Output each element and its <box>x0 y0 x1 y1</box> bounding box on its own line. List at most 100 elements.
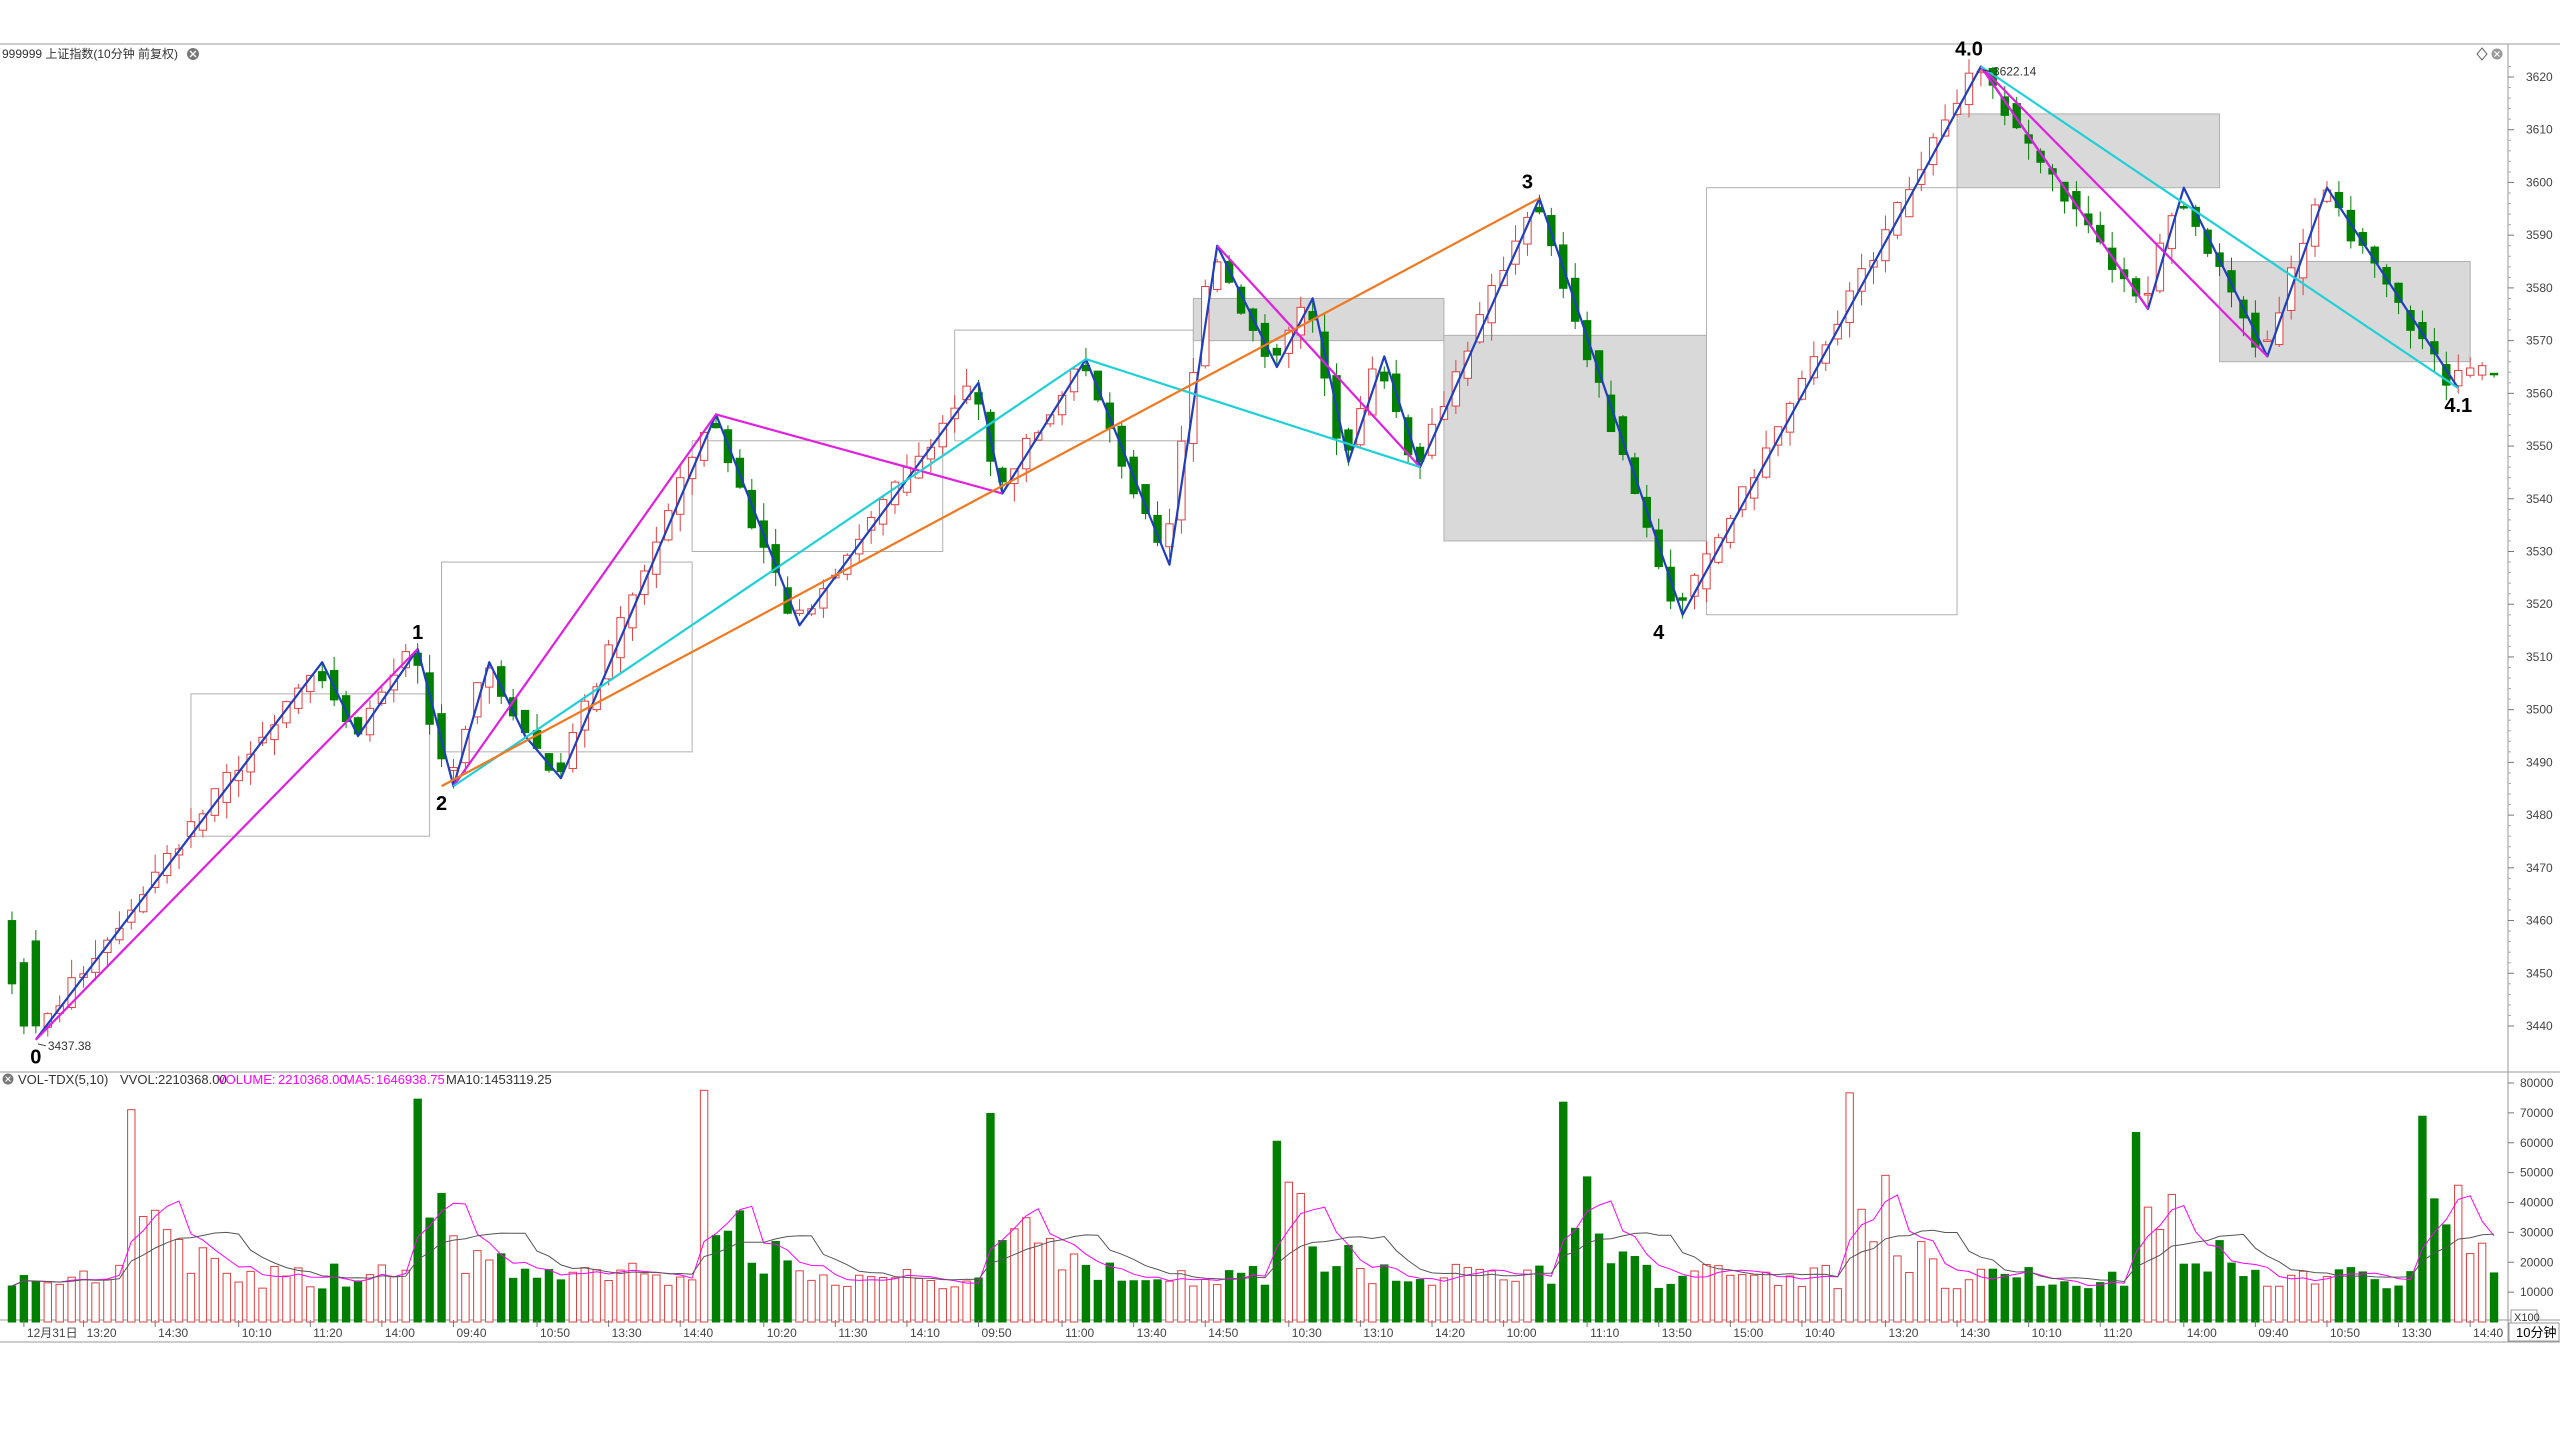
magenta-trend-line <box>35 648 419 1041</box>
volume-bar <box>2322 1276 2332 1323</box>
volume-bar <box>616 1269 625 1323</box>
volume-bar <box>1821 1264 1830 1323</box>
candle-body <box>1272 347 1282 356</box>
volume-bar <box>2251 1269 2260 1323</box>
volume-bar <box>664 1284 673 1323</box>
candle-body <box>2179 206 2188 209</box>
volume-bar <box>1690 1270 1699 1323</box>
price-tick-label: 3580 <box>2526 281 2553 295</box>
candle-body <box>198 813 208 831</box>
volume-bar <box>2215 1240 2224 1323</box>
close-icon[interactable] <box>187 48 199 60</box>
volume-bar <box>2442 1224 2451 1323</box>
candle-body <box>1284 329 1293 354</box>
volume-bar <box>1057 1269 1067 1323</box>
volume-axis: 10000 20000 30000 40000 50000 60000 70000 80000 <box>2508 1076 2554 1299</box>
wave-label: 0 <box>30 1047 41 1069</box>
price-label: 3622.14 <box>1993 65 2037 79</box>
period-button[interactable]: 10分钟 <box>2508 1322 2560 1342</box>
volume-bar <box>473 1250 482 1323</box>
volume-bar <box>1761 1271 1771 1323</box>
volume-bar <box>795 1270 804 1323</box>
volume-bar <box>1177 1270 1186 1323</box>
diamond-icon[interactable] <box>2476 47 2488 61</box>
time-tick-label: 13:30 <box>2402 1326 2432 1340</box>
vol-multiplier: X100 <box>2510 1309 2540 1325</box>
cyan-trend-line <box>452 358 1421 788</box>
volume-bar <box>914 1277 924 1323</box>
volume-bar <box>1654 1287 1663 1323</box>
volume-bar <box>389 1276 399 1323</box>
time-tick-label: 11:10 <box>1590 1326 1619 1340</box>
volume-tick-label: 10000 <box>2520 1285 2554 1299</box>
candle-body <box>365 707 375 736</box>
candle-body <box>2298 242 2308 279</box>
volume-bar <box>1356 1267 1365 1323</box>
candle-body <box>2167 215 2177 250</box>
volume-bar <box>1451 1263 1461 1323</box>
volume-bar <box>986 1112 995 1323</box>
volume-bar <box>2167 1193 2177 1323</box>
time-tick-label: 13:10 <box>1363 1326 1393 1340</box>
volume-bar <box>2394 1285 2403 1323</box>
price-tick-label: 3530 <box>2526 545 2553 559</box>
volume-bar <box>699 1089 709 1323</box>
volume-bar <box>1045 1237 1055 1323</box>
indicator-close-icon[interactable] <box>2 1073 14 1085</box>
time-tick-label: 11:20 <box>2103 1326 2132 1340</box>
price-labels: 3437.38 3622.14 <box>37 65 2037 1053</box>
candle-body <box>652 541 661 575</box>
candle-body <box>2358 232 2367 246</box>
time-tick-label: 14:00 <box>385 1326 415 1340</box>
candle-body <box>747 489 757 529</box>
volume-bar <box>1224 1270 1234 1323</box>
candle-body <box>1773 426 1783 446</box>
volume-bar <box>843 1285 852 1323</box>
volume-bar <box>2000 1273 2009 1323</box>
candle-body <box>2275 312 2284 346</box>
candle-body <box>1928 137 1938 166</box>
price-label: 3437.38 <box>48 1039 92 1053</box>
volume-bar <box>2191 1263 2200 1323</box>
volume-bar <box>1988 1268 1998 1323</box>
candle-body <box>1594 350 1604 383</box>
candle-body <box>1260 322 1270 357</box>
candle-body <box>2310 204 2320 247</box>
candle-body <box>1380 371 1389 382</box>
volume-bar <box>1344 1244 1353 1323</box>
time-tick-label: 10:00 <box>1507 1326 1537 1340</box>
volume-tick-label: 70000 <box>2520 1106 2554 1120</box>
vvol-value: 2210368.00 <box>158 1072 227 1087</box>
volume-bar <box>1213 1284 1222 1323</box>
volume-bar <box>43 1282 52 1323</box>
volume-bar <box>962 1280 971 1323</box>
volume-bar <box>628 1262 637 1323</box>
volume-bar <box>2275 1285 2284 1323</box>
volume-bar <box>31 1280 41 1323</box>
time-tick-label: 13:20 <box>1888 1326 1918 1340</box>
volume-bar <box>2143 1206 2153 1323</box>
volume-bar <box>437 1192 446 1323</box>
volume-bar <box>365 1274 375 1323</box>
volume-bar <box>19 1275 29 1323</box>
volume-bar <box>711 1235 721 1323</box>
volume-bar <box>341 1286 351 1323</box>
vol-multiplier-text: X100 <box>2514 1312 2540 1324</box>
candle-body <box>2465 367 2475 376</box>
volume-tick-label: 30000 <box>2520 1225 2554 1239</box>
zone-box <box>1443 334 1707 542</box>
volume-bar <box>234 1281 243 1323</box>
volume-bar <box>2048 1284 2057 1323</box>
volume-bar <box>1105 1262 1115 1323</box>
time-tick-label: 13:30 <box>612 1326 642 1340</box>
candle-body <box>1881 229 1890 262</box>
candle-body <box>1606 394 1616 433</box>
volume-bar <box>1165 1280 1174 1323</box>
price-tick-label: 3540 <box>2526 492 2553 506</box>
volume-bar <box>210 1257 220 1323</box>
candle-body <box>150 871 160 888</box>
close-icon-right[interactable] <box>2491 48 2503 60</box>
volume-bar <box>1129 1280 1138 1323</box>
price-label-leader <box>37 1043 46 1047</box>
